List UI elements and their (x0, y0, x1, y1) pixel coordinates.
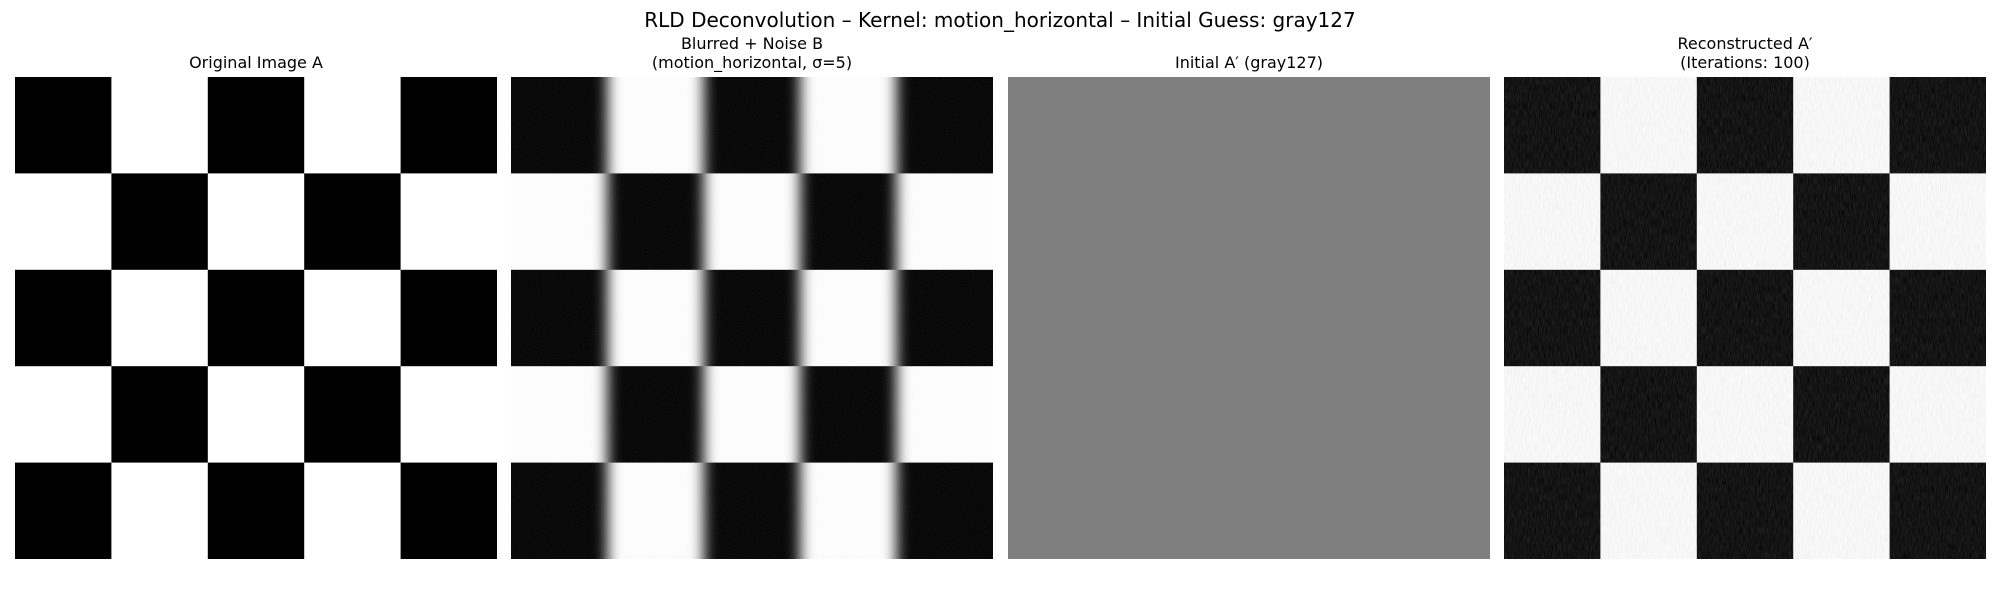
checker-square (207, 462, 305, 559)
original-image-canvas (15, 77, 497, 559)
panel-title-line: Blurred + Noise B (680, 34, 824, 53)
panel-reconstructed-image: Reconstructed A′ (Iterations: 100) (1504, 0, 1986, 600)
blurred-noisy-image-canvas (511, 77, 993, 559)
uniform-gray-field (1008, 77, 1490, 559)
panel-title-line: Original Image A (189, 53, 323, 72)
checker-square (15, 462, 112, 559)
checker-square (111, 173, 208, 270)
checker-square (15, 77, 112, 174)
blurred-noisy-image (511, 77, 993, 559)
checker-square (400, 269, 497, 367)
panel-title: Initial A′ (gray127) (968, 53, 1530, 72)
initial-guess-image-canvas (1008, 77, 1490, 559)
checkerboard-squares (15, 77, 497, 559)
noise-overlay (1504, 77, 1986, 559)
initial-guess-image (1008, 77, 1490, 559)
checker-square (207, 269, 305, 367)
checker-square (304, 173, 401, 270)
checker-square (15, 269, 112, 367)
noise-overlay (511, 77, 993, 559)
checker-square (304, 366, 401, 463)
panel-subtitle-line: (motion_horizontal, σ=5) (651, 53, 853, 72)
panel-title-line: Initial A′ (gray127) (1174, 53, 1324, 72)
panel-title: Reconstructed A′ (Iterations: 100) (1464, 34, 2000, 72)
checker-square (207, 77, 305, 174)
panel-blurred-image: Blurred + Noise B (motion_horizontal, σ=… (511, 0, 993, 600)
figure-title: RLD Deconvolution – Kernel: motion_horiz… (644, 8, 1356, 32)
panel-title-line: Reconstructed A′ (1677, 34, 1813, 53)
reconstructed-image (1504, 77, 1986, 559)
checker-square (400, 77, 497, 174)
panel-original-image: Original Image A (15, 0, 497, 600)
checker-square (400, 462, 497, 559)
panel-initial-guess: Initial A′ (gray127) (1008, 0, 1490, 600)
reconstructed-image-canvas (1504, 77, 1986, 559)
original-image (15, 77, 497, 559)
checker-square (111, 366, 208, 463)
panel-title: Blurred + Noise B (motion_horizontal, σ=… (471, 34, 1033, 72)
panel-subtitle-line: (Iterations: 100) (1680, 53, 1810, 72)
panel-title: Original Image A (0, 53, 537, 72)
